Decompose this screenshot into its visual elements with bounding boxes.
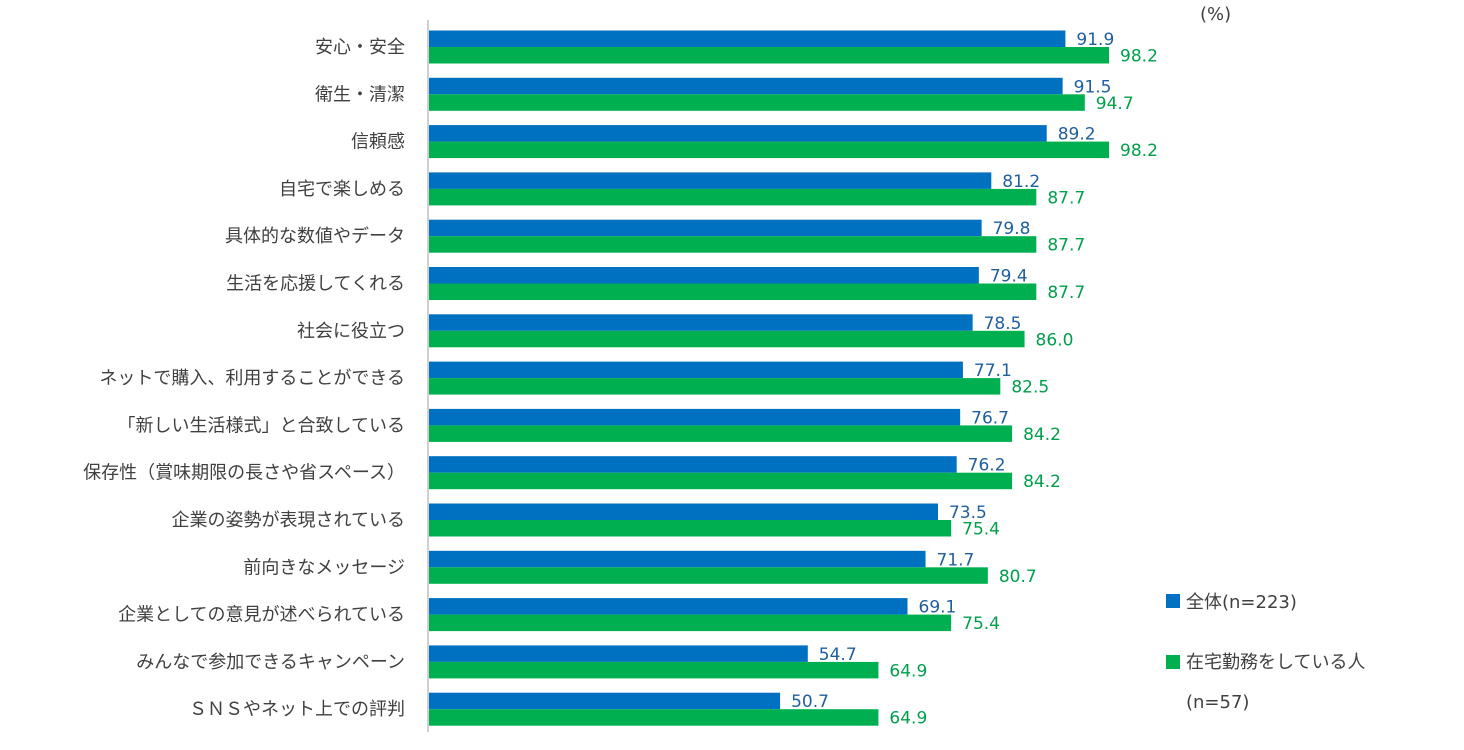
category-label: 信頼感 (351, 132, 405, 153)
value-label-remote: 98.2 (1120, 141, 1158, 161)
bar-all (429, 30, 1066, 47)
bar-all (429, 267, 979, 284)
legend: 全体(n=223) 在宅勤務をしている人 (n=57) (1166, 592, 1365, 713)
value-label-remote: 87.7 (1047, 236, 1085, 256)
bar-remote (429, 661, 879, 679)
legend-label-remote-n: (n=57) (1186, 692, 1249, 713)
unit-label: (%) (1200, 4, 1231, 25)
value-label-remote: 94.7 (1096, 94, 1134, 114)
value-label-remote: 87.7 (1047, 188, 1085, 208)
value-label-remote: 82.5 (1011, 378, 1049, 398)
value-label-remote: 87.7 (1047, 283, 1085, 303)
bar-all (429, 598, 908, 615)
value-label-all: 91.9 (1076, 30, 1114, 50)
bar-remote (429, 94, 1085, 111)
category-label: 「新しい生活様式」と合致している (118, 415, 405, 436)
value-label-all: 76.2 (968, 456, 1006, 476)
value-label-all: 54.7 (819, 645, 857, 665)
value-label-all: 79.4 (990, 267, 1028, 287)
value-label-remote: 98.2 (1120, 47, 1158, 67)
value-label-remote: 86.0 (1036, 330, 1074, 350)
bar-remote (429, 330, 1025, 348)
legend-swatch-remote (1166, 655, 1180, 669)
category-label: 安心・安全 (315, 37, 405, 58)
value-label-remote: 64.9 (889, 709, 927, 729)
bar-remote (429, 236, 1037, 253)
category-label: 企業の姿勢が表現されている (172, 510, 405, 531)
value-label-all: 50.7 (791, 692, 829, 712)
category-label: 衛生・清潔 (315, 84, 405, 105)
bar-all (429, 692, 781, 710)
bar-all (429, 77, 1063, 95)
bar-remote (429, 472, 1013, 490)
value-label-remote: 84.2 (1023, 472, 1061, 492)
value-label-all: 89.2 (1058, 125, 1096, 145)
bar-all (429, 550, 926, 568)
bar-remote (429, 378, 1001, 395)
bar-all (429, 456, 957, 473)
category-label: ネットで購入、利用することができる (99, 368, 405, 389)
category-label: 社会に役立つ (297, 321, 405, 342)
bar-all (429, 408, 961, 426)
category-label: 自宅で楽しめる (279, 179, 405, 200)
bar-remote (429, 567, 988, 584)
category-label: 企業としての意見が述べられている (118, 605, 405, 626)
category-label: 具体的な数値やデータ (225, 226, 405, 247)
bar-remote (429, 47, 1110, 64)
value-label-all: 71.7 (937, 550, 975, 570)
value-label-remote: 75.4 (962, 520, 1000, 540)
value-label-all: 76.7 (971, 408, 1009, 428)
value-label-all: 73.5 (949, 503, 987, 523)
value-label-all: 81.2 (1002, 172, 1040, 192)
bar-remote (429, 709, 879, 726)
bar-remote (429, 283, 1037, 300)
category-label: 生活を応援してくれる (226, 274, 405, 295)
bar-all (429, 361, 963, 379)
category-label: 保存性（賞味期限の長さや省スペース） (83, 463, 405, 484)
bar-remote (429, 614, 952, 632)
bar-remote (429, 425, 1013, 442)
category-label: みんなで参加できるキャンペーン (136, 652, 405, 673)
bar-all (429, 503, 938, 520)
bar-all (429, 125, 1047, 142)
bar-remote (429, 141, 1110, 159)
bar-remote (429, 520, 952, 537)
value-label-all: 78.5 (984, 314, 1022, 334)
legend-label-remote: 在宅勤務をしている人 (1186, 652, 1365, 673)
category-label: 前向きなメッセージ (243, 557, 405, 578)
value-label-all: 77.1 (974, 361, 1012, 381)
value-label-remote: 75.4 (962, 614, 1000, 634)
bar-remote (429, 188, 1037, 206)
bar-all (429, 172, 992, 189)
value-label-all: 91.5 (1074, 77, 1112, 97)
legend-label-all: 全体(n=223) (1186, 592, 1297, 613)
category-label: ＳＮＳやネット上での評判 (189, 699, 405, 720)
value-label-all: 79.8 (993, 219, 1031, 239)
bar-all (429, 314, 973, 331)
bar-all (429, 645, 808, 662)
value-label-remote: 80.7 (999, 567, 1037, 587)
value-label-remote: 64.9 (889, 661, 927, 681)
legend-swatch-all (1166, 594, 1180, 608)
bar-all (429, 219, 982, 237)
value-label-all: 69.1 (919, 598, 957, 618)
value-label-remote: 84.2 (1023, 425, 1061, 445)
